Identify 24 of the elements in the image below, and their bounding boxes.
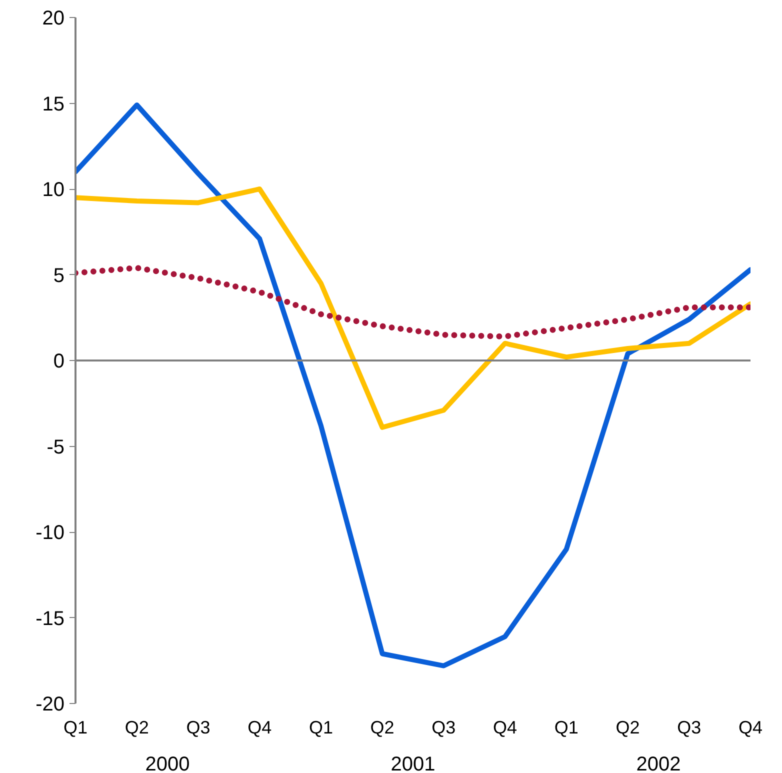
x-tick-label: Q1	[554, 718, 578, 738]
y-tick-label: 5	[53, 264, 64, 287]
y-tick-label: 20	[42, 8, 65, 30]
x-tick-label: Q4	[493, 718, 518, 738]
x-tick-label: Q3	[186, 718, 210, 738]
y-tick-label: 0	[53, 350, 64, 372]
y-tick-label: -10	[36, 522, 64, 544]
text: 2001	[390, 754, 436, 773]
y-tick-label: -15	[36, 608, 64, 630]
x-tick-label: Q4	[248, 718, 272, 738]
x-tick-label: Q3	[677, 718, 702, 738]
x-tick-label: Q3	[432, 718, 456, 738]
x-tick-label: Q2	[370, 718, 394, 738]
x-tick-label: Q1	[308, 718, 333, 738]
y-tick-label: -5	[46, 436, 65, 458]
x-tick-label: Q2	[124, 718, 149, 738]
x-tick-label: Q4	[738, 718, 763, 738]
text: 2002	[636, 754, 681, 773]
text: 2000	[145, 754, 190, 773]
x-tick-label: Q2	[616, 718, 640, 738]
y-tick-label: 10	[42, 179, 65, 201]
y-tick-label: 15	[42, 93, 65, 116]
y-tick-label: -20	[36, 694, 64, 716]
x-tick-label: Q1	[63, 718, 88, 738]
